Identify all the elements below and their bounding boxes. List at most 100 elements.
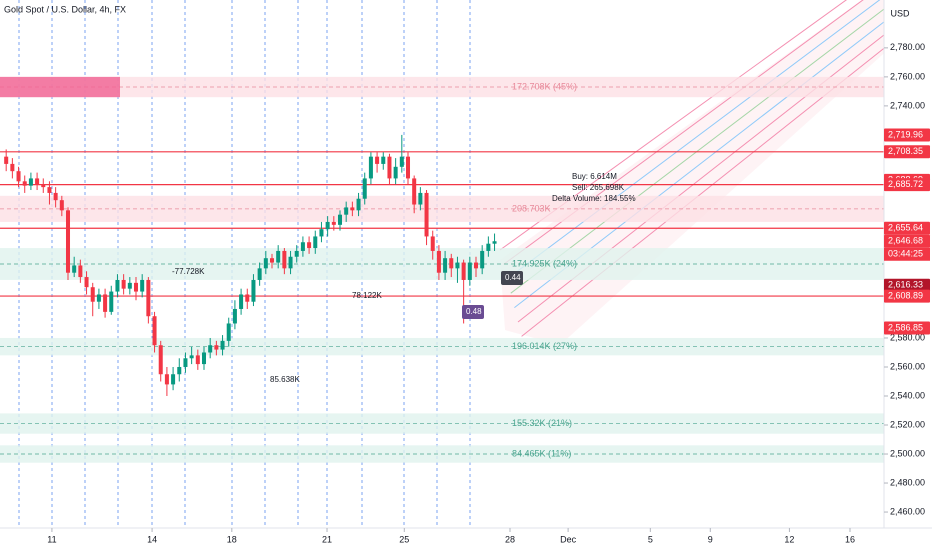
x-tick-label: 21	[322, 534, 332, 544]
candle-body	[313, 236, 318, 249]
candle-body	[344, 207, 349, 215]
candle-body	[47, 187, 52, 193]
candle-body	[239, 294, 244, 309]
x-tick-label: 11	[47, 534, 56, 544]
zone-label: 172.708K (45%)	[512, 81, 577, 91]
y-tick-label: 2,540.00	[890, 390, 925, 400]
candle-body	[158, 345, 163, 375]
candle-body	[245, 294, 250, 302]
x-tick-label: Dec	[560, 534, 577, 544]
candle-body	[368, 156, 373, 179]
y-tick-label: 2,460.00	[890, 506, 925, 516]
plot: 172.708K (45%) 208.703K 174.925K (24%) 196.…	[0, 76, 884, 463]
x-tick-label: 16	[845, 534, 855, 544]
candle-body	[381, 156, 386, 164]
candle-body	[103, 294, 108, 312]
candle-body	[78, 265, 83, 278]
y-tick-label: 2,780.00	[890, 42, 925, 52]
y-tick-label: 2,740.00	[890, 100, 925, 110]
candle-body	[189, 355, 194, 359]
price-axis	[884, 0, 932, 550]
price-label-box	[884, 178, 930, 192]
countdown: 03:44:25	[888, 249, 923, 259]
candle-body	[399, 156, 404, 167]
annotation: 0.44	[505, 273, 521, 282]
x-tick-label: 5	[648, 534, 653, 544]
candle-body	[35, 178, 40, 185]
annotation: 0.48	[466, 307, 482, 316]
candle-body	[387, 156, 392, 179]
candle-body	[214, 345, 219, 350]
annotation: 78.122K	[352, 291, 382, 300]
x-tick-label: 12	[784, 534, 794, 544]
candle-body	[449, 258, 454, 269]
candle-body	[269, 258, 275, 263]
price-label: 2,646.68	[888, 236, 923, 246]
candle-body	[109, 291, 114, 312]
candle-body	[405, 156, 411, 179]
x-tick-label: 25	[399, 534, 409, 544]
annotation: 85.638K	[270, 375, 300, 384]
candle-body	[350, 207, 355, 211]
candle-body	[232, 308, 237, 324]
candle-body	[393, 166, 398, 179]
candle-body	[140, 279, 145, 292]
candle-body	[436, 250, 441, 273]
candle-body	[201, 352, 207, 365]
candle-body	[53, 192, 58, 201]
annotation: Delta Volume: 184.55%	[552, 194, 636, 203]
candle-body	[319, 229, 324, 237]
candle-body	[480, 250, 485, 269]
candle-body	[10, 163, 15, 172]
annotation-box	[462, 305, 484, 319]
y-tick-label: 2,560.00	[890, 361, 925, 371]
zone-label: 84.465K (11%)	[512, 448, 571, 458]
annotation: -77.728K	[172, 267, 205, 276]
candle-body	[208, 345, 213, 353]
candle-body	[331, 221, 336, 225]
y-tick-label: 2,480.00	[890, 477, 925, 487]
candle-body	[22, 181, 27, 186]
price-label: 2,608.89	[888, 290, 923, 300]
candle-body	[226, 323, 231, 341]
chart-title: Gold Spot / U.S. Dollar, 4h, FX	[4, 4, 126, 14]
y-tick-label: 2,580.00	[890, 332, 925, 342]
countdown-box	[884, 247, 930, 261]
zone-label: 155.32K (21%)	[512, 418, 572, 428]
candle-body	[152, 316, 157, 346]
zone-label: 174.925K (24%)	[512, 258, 577, 268]
x-tick-label: 9	[708, 534, 713, 544]
candle-body	[257, 268, 262, 280]
y-tick-label: 2,520.00	[890, 419, 925, 429]
price-label: 2,616.33	[888, 280, 923, 290]
x-tick-label: 18	[227, 534, 237, 544]
candle-body	[220, 340, 225, 350]
candle-body	[115, 279, 120, 292]
candle-body	[362, 178, 367, 199]
candle-body	[133, 282, 139, 292]
x-tick-label: 28	[505, 534, 515, 544]
candle-body	[127, 282, 132, 289]
candle-body	[455, 262, 460, 269]
axis-labels: 2,460.00 2,480.00 2,500.00 2,520.00 2,540.00…	[47, 42, 930, 544]
price-label: 2,708.35	[888, 146, 923, 156]
annotation: Buy: 6.614M	[572, 172, 617, 181]
candle-body	[418, 192, 423, 205]
candle-body	[307, 242, 312, 249]
zone-highlight	[0, 76, 120, 98]
candle-body	[325, 221, 330, 230]
candle-body	[171, 374, 176, 385]
candle-body	[337, 214, 343, 225]
candle-body	[195, 355, 200, 365]
candle-body	[294, 250, 299, 257]
candle-body	[467, 262, 472, 280]
price-label-box	[884, 289, 930, 303]
candle-body	[164, 374, 169, 385]
candle-body	[177, 366, 182, 375]
candle-body	[28, 178, 33, 186]
candle-body	[65, 210, 71, 273]
annotation-box	[501, 271, 523, 285]
candle-body	[59, 200, 64, 211]
price-label: 2,719.96	[888, 129, 923, 139]
